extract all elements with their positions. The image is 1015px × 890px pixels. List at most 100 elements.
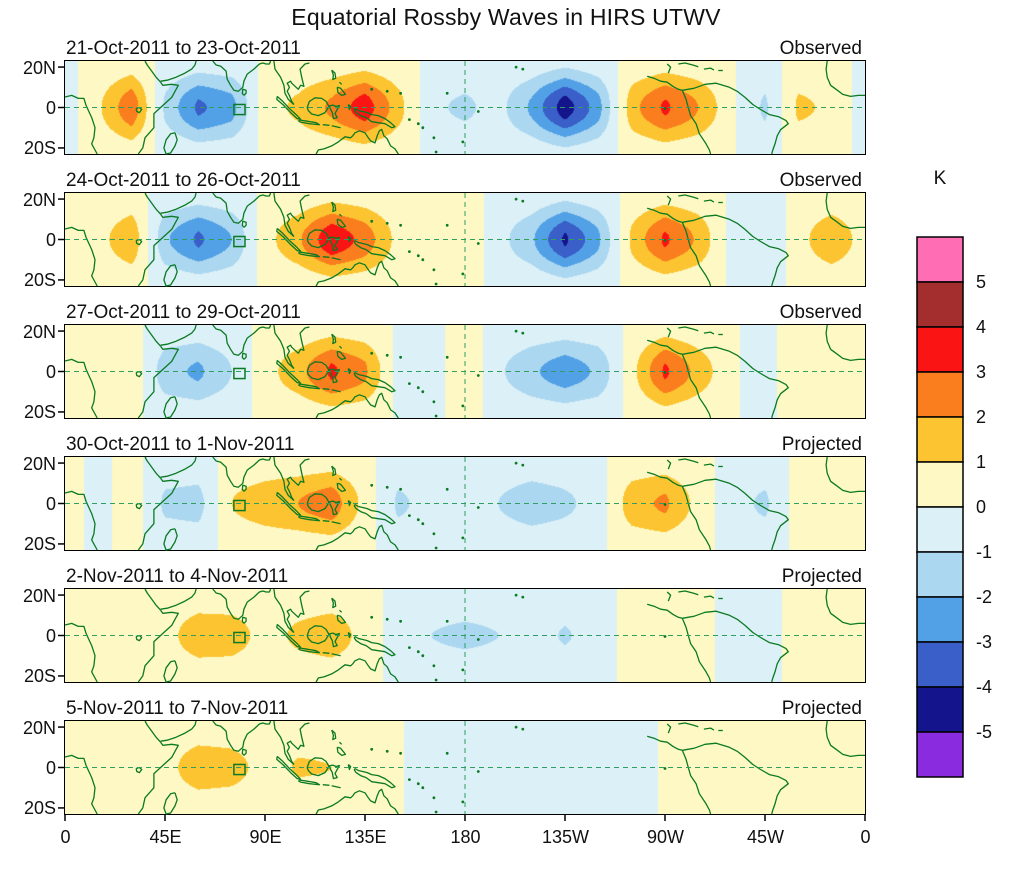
- lat-tick-label: 20N: [22, 321, 56, 342]
- coastlines-overlay: [64, 192, 865, 287]
- lat-tick-label: 20S: [23, 138, 56, 159]
- colorbar: 5 4 3 2 1 0 -1 -2 -3 -4 -5: [916, 236, 992, 778]
- island-dot: [521, 67, 525, 71]
- island-dot: [514, 725, 518, 729]
- island-dot: [399, 223, 402, 227]
- island-dot: [399, 91, 402, 95]
- colorbar-swatch: [916, 731, 964, 778]
- colorbar-tick-label: 2: [976, 407, 987, 427]
- island-dot: [521, 199, 525, 203]
- lat-tick-label: 0: [45, 230, 56, 250]
- island-dot: [521, 463, 525, 467]
- colorbar-swatch: [916, 326, 964, 373]
- lat-tick-label: 20S: [23, 798, 56, 819]
- panel-date-label: 5-Nov-2011 to 7-Nov-2011: [66, 698, 289, 719]
- target-region-box: [233, 103, 246, 116]
- map-overlay: [58, 720, 866, 821]
- figure-title: Equatorial Rossby Waves in HIRS UTWV: [291, 4, 721, 30]
- coastlines-overlay: [64, 720, 865, 815]
- colorbar-tick-label: 3: [976, 362, 987, 382]
- lon-tick-label: 135E: [344, 827, 387, 847]
- panel-row: 20N 0 20S: [6, 453, 1015, 554]
- panel-row: 20N 0 20S: [6, 321, 1015, 422]
- panel-header: 30-Oct-2011 to 1-Nov-2011 Projected: [64, 431, 864, 456]
- island-dot: [476, 374, 480, 377]
- island-dot: [432, 532, 436, 536]
- colorbar-tick-label: 5: [976, 272, 987, 292]
- colorbar-swatch: [916, 551, 964, 598]
- island-dot: [476, 242, 480, 245]
- island-dot: [461, 536, 465, 540]
- panel-status-label: Observed: [779, 302, 862, 323]
- lat-tick-label: 0: [45, 494, 56, 514]
- coastlines-overlay: [64, 456, 865, 551]
- island-dot: [432, 268, 436, 272]
- colorbar-swatch: [916, 506, 964, 553]
- island-dot: [521, 727, 525, 731]
- lon-axis: 0 45E 90E 135E 180 135W 90W 45W 0: [60, 827, 870, 855]
- target-region-box: [233, 235, 246, 248]
- target-region-box: [233, 631, 246, 644]
- panel-date-label: 30-Oct-2011 to 1-Nov-2011: [66, 434, 295, 455]
- colorbar-swatch: [916, 371, 964, 418]
- island-dot: [399, 487, 402, 491]
- island-dot: [370, 219, 374, 223]
- lat-axis: 20N 0 20S: [6, 585, 64, 687]
- panel-date-label: 27-Oct-2011 to 29-Oct-2011: [66, 302, 301, 323]
- lon-tick-label: 0: [860, 827, 871, 847]
- lat-axis: 20N 0 20S: [6, 58, 64, 159]
- panel-header: 21-Oct-2011 to 23-Oct-2011 Observed: [64, 35, 864, 60]
- target-region-box: [233, 367, 246, 380]
- colorbar-swatch: [916, 416, 964, 463]
- map-overlay: [58, 456, 865, 551]
- lat-tick-label: 20N: [22, 453, 56, 474]
- lat-tick-label: 0: [45, 626, 56, 646]
- island-dot: [432, 400, 436, 404]
- lon-tick-label: 135W: [541, 827, 590, 847]
- lon-tick-label: 90W: [646, 827, 685, 847]
- lon-tick-label: 90E: [249, 827, 282, 847]
- island-dot: [461, 404, 465, 408]
- island-dot: [663, 107, 667, 110]
- panel-date-label: 21-Oct-2011 to 23-Oct-2011: [66, 38, 301, 59]
- island-dot: [445, 91, 449, 95]
- plot-area: [58, 192, 866, 287]
- panel-row: 20N 0 20S: [6, 58, 1015, 159]
- island-dot: [434, 414, 438, 418]
- colorbar-tick-label: -4: [976, 677, 993, 697]
- plot-area: [58, 456, 866, 551]
- colorbar-tick-label: 1: [976, 452, 987, 472]
- lat-tick-label: 0: [45, 758, 56, 778]
- island-dot: [476, 506, 480, 509]
- plot-area: [58, 720, 866, 821]
- island-dot: [434, 678, 438, 682]
- island-dot: [434, 150, 438, 154]
- plot-area: [58, 60, 866, 155]
- island-dot: [416, 122, 420, 126]
- island-dot: [663, 239, 667, 242]
- panel-header: 5-Nov-2011 to 7-Nov-2011 Projected: [64, 695, 864, 720]
- colorbar-tick-label: -5: [976, 722, 993, 742]
- colorbar-tick-label: -3: [976, 632, 993, 652]
- island-dot: [421, 654, 425, 658]
- island-dot: [399, 751, 402, 755]
- island-dot: [370, 87, 374, 91]
- island-dot: [434, 546, 438, 550]
- panel-header: 24-Oct-2011 to 26-Oct-2011 Observed: [64, 167, 864, 192]
- panel: 24-Oct-2011 to 26-Oct-2011 Observed 20N 0 20…: [6, 167, 1015, 290]
- island-dot: [521, 331, 525, 335]
- island-dot: [461, 800, 465, 804]
- lat-tick-label: 20N: [22, 585, 56, 606]
- island-dot: [385, 749, 389, 753]
- island-dot: [445, 751, 449, 755]
- island-dot: [421, 786, 425, 790]
- lat-axis: 20N 0 20S: [6, 718, 64, 819]
- island-dot: [445, 487, 449, 491]
- island-dot: [385, 221, 389, 225]
- island-dot: [476, 770, 480, 773]
- island-dot: [461, 668, 465, 672]
- colorbar-swatch: [916, 686, 964, 733]
- colorbar-swatch: [916, 641, 964, 688]
- island-dot: [514, 461, 518, 465]
